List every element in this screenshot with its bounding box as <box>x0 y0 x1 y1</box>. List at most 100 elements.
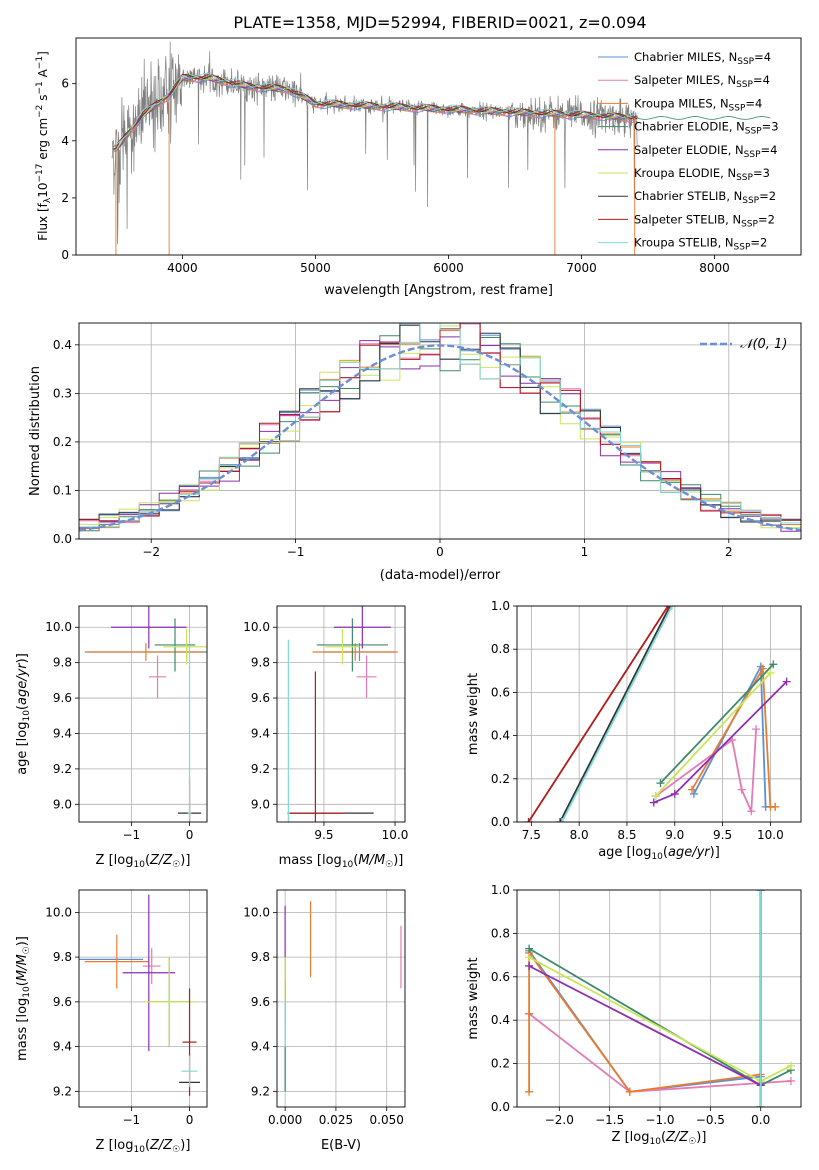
plot-area-age-vs-mass <box>286 606 398 822</box>
x-tick-label: −1.5 <box>595 1113 624 1127</box>
x-axis-label: Z [log10(Z/Z☉)] <box>96 853 191 870</box>
y-tick-label: 0 <box>61 248 69 262</box>
y-tick-label: 10.0 <box>45 905 72 919</box>
y-tick-label: 9.2 <box>53 762 72 776</box>
weight-marker <box>670 789 679 798</box>
y-tick-label: 9.4 <box>251 726 270 740</box>
model-spectrum-2 <box>113 76 638 150</box>
x-tick-label: −1.0 <box>645 1113 674 1127</box>
errorbar-point-5 <box>163 629 207 665</box>
plot-area-weight-vs-Z <box>525 890 795 1107</box>
x-tick-label: 9.5 <box>314 828 333 842</box>
errorbar-point-1 <box>356 655 377 699</box>
errorbar-point-4 <box>122 894 175 1052</box>
weight-series-5 <box>651 668 775 801</box>
weight-marker <box>756 890 765 894</box>
x-tick-label: 9.5 <box>713 828 732 842</box>
axes-frame <box>276 605 406 823</box>
x-tick-label: −1 <box>123 828 141 842</box>
axes-age-vs-mass: 9.5 10.0 9.0 9.2 9.4 9.6 9.8 10.0 mass [log10(M/… <box>243 605 408 870</box>
x-axis-label: Z [log10(Z/Z☉)] <box>96 1138 191 1155</box>
x-tick-label: 0 <box>186 1113 194 1127</box>
errorbar-point-4 <box>333 606 391 649</box>
x-tick-label: 8000 <box>699 261 730 275</box>
weight-marker <box>766 668 775 677</box>
x-tick-label: −1 <box>287 545 305 559</box>
y-tick-label: 9.6 <box>251 691 270 705</box>
x-tick-label: 2 <box>725 545 733 559</box>
weight-marker <box>747 807 756 816</box>
y-tick-label: 9.6 <box>251 995 270 1009</box>
x-tick-label: 4000 <box>167 261 198 275</box>
legend-label-6: Chabrier STELIB, NSSP=2 <box>634 189 776 206</box>
x-tick-label: −0.5 <box>696 1113 725 1127</box>
y-tick-label: 10.0 <box>45 620 72 634</box>
weight-marker <box>525 953 534 962</box>
y-tick-label: 9.0 <box>53 797 72 811</box>
y-tick-label: 0.8 <box>491 642 510 656</box>
weight-marker <box>752 725 761 734</box>
legend-normal-label: 𝒩(0, 1) <box>740 337 787 352</box>
y-axis-label: Normed distribution <box>28 366 43 496</box>
weight-series-7 <box>524 606 673 822</box>
model-spectrum-8 <box>113 72 638 146</box>
x-tick-label: 0.0 <box>751 1113 770 1127</box>
weight-line <box>528 950 761 1093</box>
errorbar-point-1 <box>143 948 161 984</box>
y-tick-label: 9.2 <box>251 1084 270 1098</box>
weight-marker <box>525 1087 534 1096</box>
x-tick-label: 1 <box>581 545 589 559</box>
y-axis-label: mass weight <box>466 957 481 1039</box>
errorbar-point-2 <box>87 643 205 661</box>
weight-marker <box>649 798 658 807</box>
plot-area-residuals <box>79 323 801 532</box>
x-tick-label: 8.5 <box>617 828 636 842</box>
x-tick-label: 0.000 <box>268 1113 302 1127</box>
weight-marker <box>786 1061 795 1070</box>
axes-weight-vs-Z: −2.0 −1.5 −1.0 −0.5 0.0 0.0 0.2 0.4 0.6 0.8 1.0 Z [… <box>466 883 802 1147</box>
x-axis-label: E(B-V) <box>321 1138 361 1153</box>
weight-series-4 <box>525 890 765 1090</box>
y-tick-label: 9.0 <box>251 797 270 811</box>
weight-series-3 <box>656 660 778 788</box>
y-tick-label: 0.2 <box>53 435 72 449</box>
axes-mass-vs-ebv: 0.000 0.025 0.050 9.2 9.4 9.6 9.8 10.0 E(B-V) <box>243 889 406 1153</box>
y-tick-label: 0.4 <box>491 729 510 743</box>
weight-line <box>528 890 762 1087</box>
y-tick-label: 0.2 <box>491 1057 510 1071</box>
axes-frame <box>75 37 802 256</box>
weight-marker <box>771 802 780 811</box>
errorbar-point-8 <box>181 1055 198 1087</box>
x-tick-label: −1 <box>123 1113 141 1127</box>
errorbar-point-8 <box>286 639 290 822</box>
weight-series-8 <box>756 890 765 1107</box>
weight-series-2 <box>525 948 765 1096</box>
legend-spectrum: Chabrier MILES, NSSP=4 Salpeter MILES, NS… <box>598 50 779 253</box>
weight-line <box>655 672 772 797</box>
weight-line <box>561 606 673 822</box>
legend-label-5: Kroupa ELODIE, NSSP=3 <box>634 166 770 183</box>
axes-mass-vs-Z: −1 0 9.2 9.4 9.6 9.8 10.0 Z [log10(Z/Z☉)] mass [… <box>15 889 208 1155</box>
weight-marker <box>737 785 746 794</box>
axes-age-vs-Z: −1 0 9.0 9.2 9.4 9.6 9.8 10.0 Z [log10(Z/Z☉)] age… <box>15 605 208 870</box>
y-tick-label: 9.6 <box>53 691 72 705</box>
plot-area-age-vs-Z <box>84 606 207 822</box>
legend-label-7: Salpeter STELIB, NSSP=2 <box>634 212 775 229</box>
observed-spectrum-line <box>111 41 638 245</box>
legend-residuals: 𝒩(0, 1) <box>700 337 787 352</box>
x-tick-label: −2 <box>142 545 160 559</box>
y-tick-label: 0.0 <box>491 815 510 829</box>
y-tick-label: 9.2 <box>53 1084 72 1098</box>
weight-marker <box>556 818 565 822</box>
weight-marker <box>786 1076 795 1085</box>
weight-line <box>659 663 774 784</box>
y-tick-label: 0.8 <box>491 926 510 940</box>
axes-frame <box>276 889 406 1108</box>
weight-marker <box>656 779 665 788</box>
charts: 4000 5000 6000 7000 8000 0 2 4 6 Chabrier MILES, … <box>15 37 802 1155</box>
y-tick-label: 10.0 <box>243 620 270 634</box>
x-tick-label: 0.025 <box>319 1113 353 1127</box>
errorbar-point-5 <box>325 629 360 665</box>
weight-marker <box>625 1087 634 1096</box>
x-axis-label: mass [log10(M/M☉)] <box>279 853 404 870</box>
